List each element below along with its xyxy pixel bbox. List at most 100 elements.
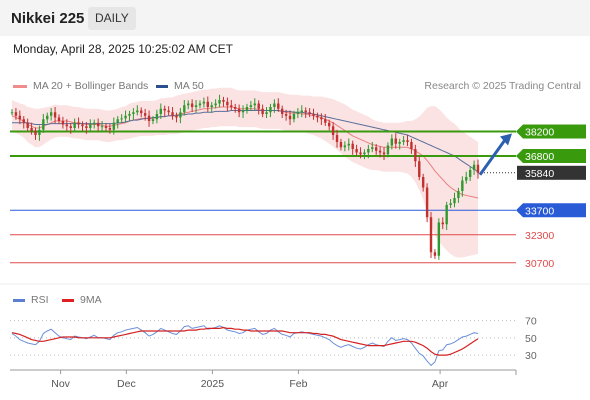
candle-body (26, 122, 29, 128)
candle-body (359, 152, 362, 155)
candle-body (410, 142, 413, 149)
candle-body (280, 108, 284, 114)
credit-text: Research © 2025 Trading Central (424, 80, 581, 92)
candle-body (457, 191, 460, 198)
candle-body (300, 110, 303, 113)
candle-body (49, 112, 53, 116)
ma50-swatch (156, 84, 168, 88)
candle-body (331, 126, 335, 135)
candle-body (449, 203, 452, 205)
x-tick-label: Apr (432, 378, 449, 390)
candle-body (284, 114, 288, 116)
candle-body (378, 150, 382, 153)
candle-body (367, 149, 370, 153)
rsi-swatch (13, 298, 25, 302)
candle-body (226, 101, 229, 106)
candle-body (214, 103, 217, 106)
candle-body (347, 143, 350, 146)
candle-body (14, 112, 18, 116)
candle-body (85, 126, 88, 128)
rsi-tick-label: 70 (525, 316, 537, 328)
candle-body (175, 115, 178, 118)
candle-body (472, 164, 476, 170)
candle-body (406, 140, 409, 142)
level-label-33700: 33700 (525, 205, 554, 217)
rsi-label: RSI (31, 294, 49, 306)
candle-body (190, 103, 194, 107)
candle-body (253, 103, 256, 106)
rsi-ma-label: 9MA (80, 294, 102, 306)
candle-body (343, 145, 347, 148)
candle-body (351, 143, 354, 149)
candle-body (167, 110, 170, 113)
candle-body (57, 117, 61, 121)
candle-body (128, 114, 131, 116)
candle-body (61, 121, 65, 125)
candle-body (398, 142, 401, 144)
candle-body (445, 205, 448, 225)
candle-body (437, 222, 441, 256)
candle-body (421, 177, 425, 188)
timestamp: Monday, April 28, 2025 10:25:02 AM CET (13, 42, 233, 56)
candle-body (429, 217, 433, 253)
candle-body (187, 103, 190, 106)
candle-body (34, 130, 37, 135)
legend-ma50: MA 50 (156, 80, 204, 92)
candle-body (230, 105, 233, 107)
candle-body (210, 105, 213, 107)
candle-body (261, 108, 264, 114)
candle-body (288, 115, 292, 120)
candle-body (77, 122, 80, 125)
candle-body (18, 115, 22, 120)
candle-body (316, 115, 319, 118)
level-label-32300: 32300 (525, 230, 554, 242)
candle-body (171, 112, 174, 116)
level-label-38200: 38200 (525, 127, 554, 139)
candle-body (179, 112, 182, 118)
candle-body (265, 112, 268, 114)
bollinger-label: MA 20 + Bollinger Bands (33, 80, 149, 92)
level-box-38200 (516, 124, 586, 139)
x-tick-label: Nov (51, 378, 70, 390)
period-button[interactable]: DAILY (88, 7, 136, 30)
candle-body (312, 114, 315, 116)
instrument-title: Nikkei 225 (11, 10, 85, 27)
candle-body (183, 105, 186, 113)
level-box-36800 (516, 149, 586, 163)
candle-body (371, 147, 374, 149)
candle-body (124, 115, 127, 119)
candle-body (93, 122, 96, 125)
candle-body (465, 177, 468, 181)
candle-body (308, 112, 311, 114)
candle-body (147, 115, 151, 121)
candle-body (151, 119, 155, 121)
level-box-33700 (516, 203, 586, 218)
x-tick-label: Dec (117, 378, 136, 390)
candle-body (155, 114, 159, 120)
level-label-36800: 36800 (525, 151, 554, 163)
x-tick-label: Feb (289, 378, 307, 390)
candle-body (257, 103, 260, 109)
candle-body (222, 100, 225, 102)
candle-body (198, 103, 202, 106)
candle-body (418, 161, 421, 177)
candle-body (116, 119, 119, 123)
candle-body (273, 103, 276, 107)
candle-body (390, 138, 394, 146)
candle-body (112, 122, 116, 130)
candle-body (453, 198, 456, 204)
x-tick-label: 2025 (201, 378, 225, 390)
candle-body (132, 112, 135, 114)
legend-bollinger: MA 20 + Bollinger Bands (13, 80, 148, 92)
candle-body (46, 115, 49, 120)
candle-body (304, 110, 307, 113)
candle-body (120, 118, 123, 120)
candle-body (382, 152, 386, 155)
candle-body (245, 107, 249, 111)
candle-body (42, 119, 45, 130)
candle-body (441, 222, 444, 225)
rsi-ma-swatch (62, 298, 74, 302)
forecast-arrow-head (500, 133, 512, 146)
candle-body (327, 122, 331, 127)
